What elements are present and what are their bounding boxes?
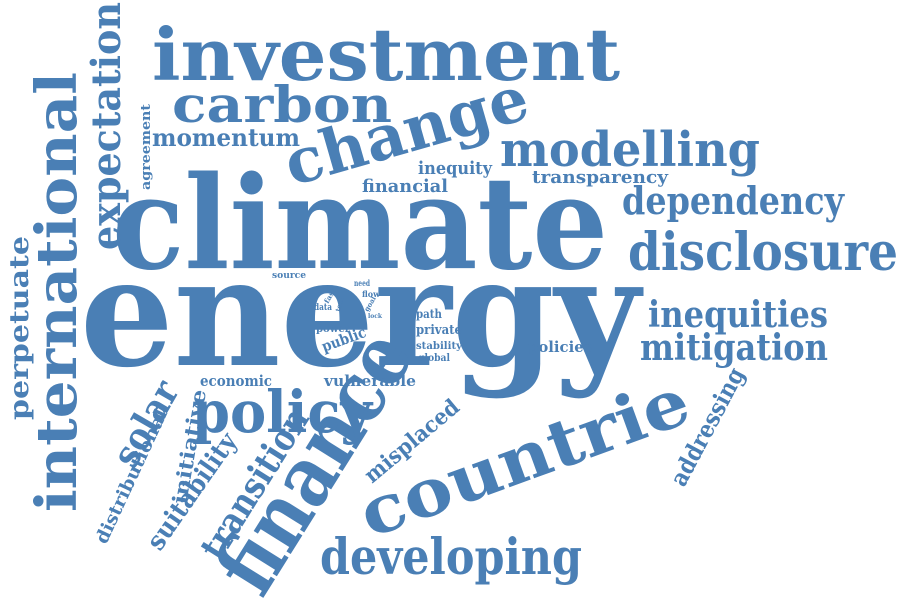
word-source: source [272, 271, 306, 281]
word-policy: policy [192, 378, 374, 446]
word-data: data [314, 303, 332, 313]
word-momentum: momentum [152, 123, 300, 152]
word-developing: developing [320, 527, 582, 586]
word-economic: economic [200, 372, 272, 390]
word-carbon: carbon [172, 75, 392, 134]
word-flow: flow [362, 289, 381, 299]
word-mitigation: mitigation [640, 327, 828, 369]
word-international: international [24, 72, 90, 512]
word-path: path [416, 307, 442, 321]
word-energy: energy [80, 225, 644, 401]
word-dependency: dependency [622, 178, 845, 223]
word-modelling: modelling [500, 122, 760, 178]
word-inequity: inequity [418, 158, 492, 179]
word-inequities: inequities [648, 294, 828, 336]
word-climate: climate [112, 149, 608, 299]
word-private: private [416, 323, 462, 338]
word-transparency: transparency [532, 167, 669, 188]
word-tool: tool [333, 296, 345, 312]
word-disclosure: disclosure [628, 222, 898, 283]
word-need: need [354, 278, 370, 288]
word-global: global [418, 353, 450, 364]
word-policies: policies [528, 338, 592, 356]
word-agreement: agreement [139, 104, 154, 190]
word-stability: stability [416, 341, 463, 352]
word-lock: lock [368, 313, 383, 320]
word-perpetuate: perpetuate [5, 236, 35, 420]
word-financial: financial [362, 176, 448, 197]
word-vulnerable: vulnerable [323, 372, 416, 390]
word-expectation: expectation [83, 2, 130, 250]
word-power: power [316, 324, 351, 335]
word-investment: investment [152, 12, 620, 97]
